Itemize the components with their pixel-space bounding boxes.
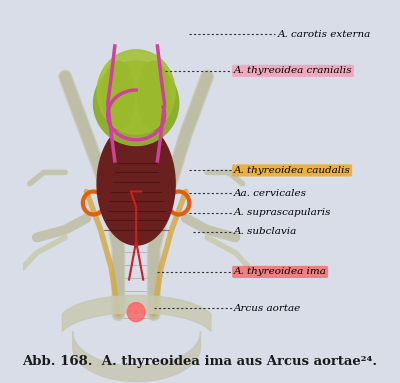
Text: A. suprascapularis: A. suprascapularis: [234, 208, 331, 217]
Ellipse shape: [102, 61, 134, 130]
Text: A. subclavia: A. subclavia: [234, 227, 297, 236]
Ellipse shape: [138, 61, 170, 130]
Ellipse shape: [97, 50, 175, 134]
Ellipse shape: [97, 123, 175, 245]
Text: A. thyreoidea ima: A. thyreoidea ima: [234, 267, 326, 277]
Circle shape: [127, 303, 145, 322]
Ellipse shape: [94, 61, 179, 146]
Text: A. thyreoidea caudalis: A. thyreoidea caudalis: [234, 166, 350, 175]
Text: Abb. 168.  A. thyreoidea ima aus Arcus aortae²⁴.: Abb. 168. A. thyreoidea ima aus Arcus ao…: [22, 355, 378, 368]
Text: A. carotis externa: A. carotis externa: [278, 30, 371, 39]
Text: A. thyreoidea cranialis: A. thyreoidea cranialis: [234, 66, 352, 75]
Text: Arcus aortae: Arcus aortae: [234, 304, 301, 313]
Text: Aa. cervicales: Aa. cervicales: [234, 189, 307, 198]
